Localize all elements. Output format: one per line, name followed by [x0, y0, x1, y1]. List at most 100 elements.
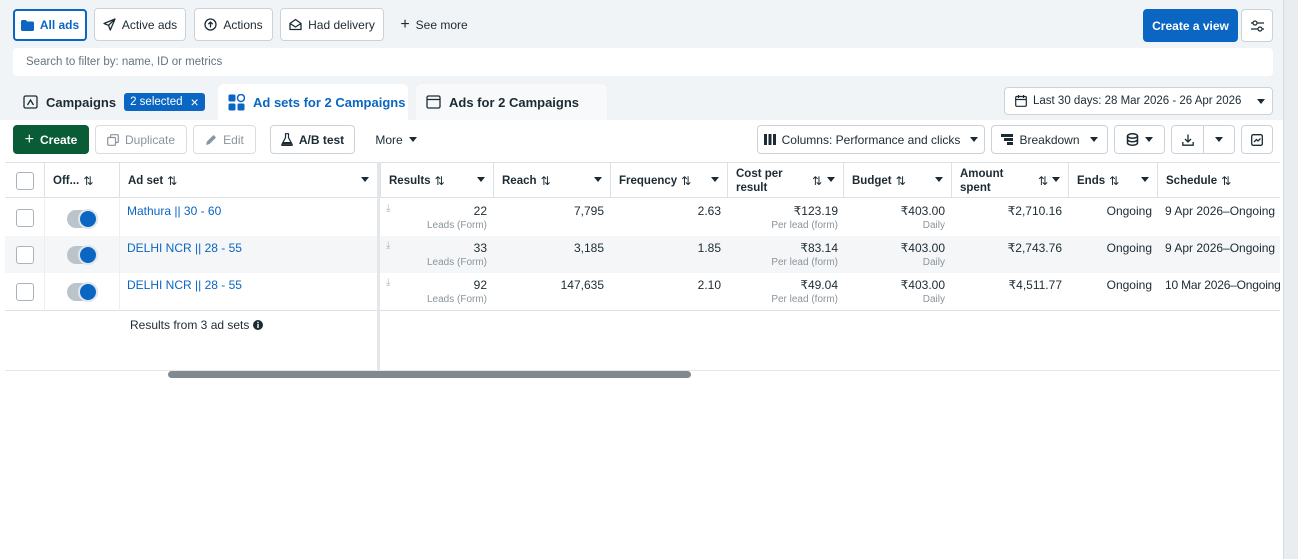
chevron-down-icon[interactable] [361, 177, 369, 182]
chevron-down-icon[interactable] [1215, 137, 1223, 142]
amount-spent-value: ₹2,743.76 [1007, 241, 1062, 255]
sliders-icon [1250, 19, 1264, 32]
sort-icon[interactable]: ⇅ [1038, 173, 1049, 188]
select-all-checkbox[interactable] [16, 172, 34, 190]
see-more-button[interactable]: + See more [392, 8, 476, 41]
breakdown-selector[interactable]: Breakdown [991, 125, 1108, 154]
column-cost-label: Cost per result [736, 167, 783, 194]
edit-button[interactable]: Edit [193, 125, 256, 154]
duplicate-button[interactable]: Duplicate [95, 125, 187, 154]
active-ads-filter[interactable]: Active ads [94, 8, 186, 41]
had-delivery-filter[interactable]: Had delivery [280, 8, 384, 41]
breakdown-icon [1001, 134, 1014, 145]
results-summary: Results from 3 ad sets [130, 318, 264, 332]
chevron-down-icon[interactable] [711, 177, 719, 182]
column-header-ad-set[interactable]: Ad set ⇅ [120, 163, 378, 198]
chevron-down-icon[interactable] [477, 177, 485, 182]
row-checkbox[interactable] [16, 209, 34, 227]
sort-icon[interactable]: ⇅ [1109, 173, 1120, 188]
budget-value: ₹403.00 [900, 241, 945, 255]
column-header-budget[interactable]: Budget ⇅ [844, 163, 952, 198]
all-ads-filter[interactable]: All ads [13, 9, 87, 41]
export-button[interactable] [1171, 125, 1235, 154]
horizontal-scrollbar[interactable] [168, 371, 691, 378]
actions-filter[interactable]: Actions [194, 8, 273, 41]
table-row[interactable]: DELHI NCR || 28 - 55 ⤓ 33 Leads (Form) 3… [5, 236, 1280, 273]
more-button[interactable]: More [365, 125, 427, 154]
tab-campaigns-label: Campaigns [46, 94, 117, 110]
chart-button[interactable] [1241, 125, 1273, 154]
chevron-down-icon[interactable] [1052, 177, 1060, 182]
tab-campaigns[interactable]: Campaigns 2 selected × [13, 84, 211, 120]
chevron-down-icon[interactable] [594, 177, 602, 182]
frozen-column-divider[interactable] [377, 162, 380, 370]
search-input[interactable]: Search to filter by: name, ID or metrics [13, 48, 1273, 76]
sort-icon[interactable]: ⇅ [434, 173, 445, 188]
column-header-cost-per-result[interactable]: Cost per result ⇅ [728, 163, 844, 198]
search-placeholder: Search to filter by: name, ID or metrics [26, 56, 223, 68]
sort-icon[interactable]: ⇅ [83, 173, 94, 188]
delivery-toggle[interactable] [67, 282, 98, 302]
chevron-down-icon[interactable] [935, 177, 943, 182]
ad-set-name-link[interactable]: DELHI NCR || 28 - 55 [127, 278, 242, 292]
create-view-button[interactable]: Create a view [1143, 9, 1238, 42]
column-spent-label: Amount spent [960, 167, 1004, 194]
chevron-down-icon [1145, 137, 1153, 142]
chevron-down-icon[interactable] [1141, 177, 1149, 182]
sort-icon[interactable]: ⇅ [681, 173, 692, 188]
column-ends-label: Ends [1077, 174, 1106, 187]
tab-ads[interactable]: Ads for 2 Campaigns [416, 84, 607, 120]
more-label: More [375, 132, 403, 147]
sort-icon[interactable]: ⇅ [812, 173, 823, 188]
plus-icon: + [400, 15, 410, 33]
sort-icon[interactable]: ⇅ [167, 173, 178, 188]
select-all-cell [5, 163, 45, 198]
tab-ad-sets[interactable]: Ad sets for 2 Campaigns [218, 84, 408, 120]
tab-ad-sets-label: Ad sets for 2 Campaigns [253, 94, 406, 110]
reports-button[interactable] [1114, 125, 1165, 154]
cost-value: ₹49.04 [800, 278, 838, 292]
view-settings-button[interactable] [1241, 9, 1273, 42]
ad-set-name-link[interactable]: Mathura || 30 - 60 [127, 204, 222, 218]
row-checkbox[interactable] [16, 283, 34, 301]
sort-icon[interactable]: ⇅ [1221, 173, 1232, 188]
close-icon[interactable]: × [190, 94, 199, 110]
column-header-reach[interactable]: Reach ⇅ [494, 163, 611, 198]
column-header-schedule[interactable]: Schedule ⇅ [1158, 163, 1280, 198]
column-header-off[interactable]: Off... ⇅ [45, 163, 120, 198]
table-row[interactable]: Mathura || 30 - 60 ⤓ 22 Leads (Form) 7,7… [5, 199, 1280, 236]
column-header-results[interactable]: Results ⇅ [380, 163, 494, 198]
chevron-down-icon[interactable] [827, 177, 835, 182]
all-ads-label: All ads [39, 18, 80, 32]
see-more-label: See more [415, 17, 468, 32]
ab-test-button[interactable]: A/B test [270, 125, 355, 154]
sort-icon[interactable]: ⇅ [540, 173, 551, 188]
results-type: Leads (Form) [426, 294, 487, 305]
frequency-value: 2.10 [697, 278, 721, 292]
table-row[interactable]: DELHI NCR || 28 - 55 ⤓ 92 Leads (Form) 1… [5, 273, 1281, 311]
cost-type: Per lead (form) [771, 220, 838, 231]
schedule-value: 9 Apr 2026–Ongoing [1165, 241, 1276, 255]
sort-icon[interactable]: ⇅ [895, 173, 906, 188]
create-button[interactable]: + Create [13, 125, 89, 154]
columns-icon [763, 134, 776, 145]
info-icon[interactable] [253, 320, 264, 330]
coins-icon [1126, 133, 1139, 146]
download-icon: ⤓ [386, 240, 391, 251]
ad-set-name-link[interactable]: DELHI NCR || 28 - 55 [127, 241, 242, 255]
reach-value: 7,795 [573, 204, 604, 218]
column-header-ends[interactable]: Ends ⇅ [1069, 163, 1158, 198]
delivery-toggle[interactable] [67, 245, 98, 265]
column-header-amount-spent[interactable]: Amount spent ⇅ [952, 163, 1069, 198]
columns-selector[interactable]: Columns: Performance and clicks [757, 125, 985, 154]
row-checkbox[interactable] [16, 246, 34, 264]
date-range-picker[interactable]: Last 30 days: 28 Mar 2026 - 26 Apr 2026 [1004, 87, 1273, 115]
results-value: 92 [473, 278, 487, 292]
actions-label: Actions [223, 17, 263, 32]
column-header-frequency[interactable]: Frequency ⇅ [611, 163, 728, 198]
column-schedule-label: Schedule [1166, 174, 1218, 187]
arrow-up-circle-icon [204, 18, 217, 31]
delivery-toggle[interactable] [67, 209, 98, 229]
column-reach-label: Reach [502, 174, 537, 187]
column-frequency-label: Frequency [619, 174, 678, 187]
